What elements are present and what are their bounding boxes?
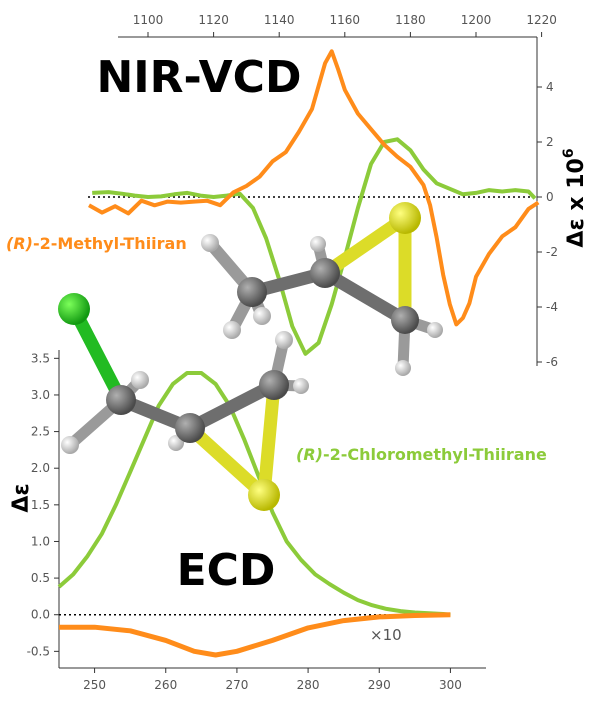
vcd-y-ticks: 4 2 0 -2 -4 -6 — [537, 80, 558, 369]
ecd-chart: 3.5 3.0 2.5 2.0 1.5 1.0 0.5 0.0 -0.5 250 260 270 28… — [9, 350, 486, 692]
bond — [318, 211, 412, 280]
bond — [318, 266, 412, 327]
hydrogen-atom — [395, 360, 411, 376]
hydrogen-atom — [131, 371, 149, 389]
vcd-y-tick-label: 2 — [546, 135, 554, 149]
ecd-y-axis-label: Δε — [9, 483, 34, 512]
vcd-x-tick-label: 1220 — [526, 13, 557, 27]
ecd-x-tick-label: 300 — [439, 678, 462, 692]
ecd-y-tick-label: 1.5 — [31, 498, 50, 512]
carbon-atom — [259, 370, 289, 400]
vcd-x-tick-label: 1140 — [264, 13, 295, 27]
ecd-y-tick-label: 2.5 — [31, 425, 50, 439]
hydrogen-atom — [275, 331, 293, 349]
vcd-y-tick-label: 4 — [546, 80, 554, 94]
vcd-x-tick-label: 1200 — [461, 13, 492, 27]
vcd-y-axis-label: Δε x 106 — [561, 148, 589, 247]
carbon-atom — [237, 277, 267, 307]
ecd-y-tick-label: -0.5 — [27, 644, 50, 658]
bond — [183, 421, 271, 502]
vcd-x-ticks: 1100 1120 1140 1160 1180 1200 1220 — [133, 13, 557, 37]
vcd-x-tick-label: 1100 — [133, 13, 164, 27]
vcd-y-tick-label: -4 — [546, 300, 558, 314]
ecd-y-tick-label: 3.5 — [31, 351, 50, 365]
ecd-y-tick-label: 3.0 — [31, 388, 50, 402]
ecd-y-tick-label: 1.0 — [31, 534, 50, 548]
ecd-series-methyl — [59, 612, 451, 658]
hydrogen-atom — [427, 322, 443, 338]
bond — [257, 378, 281, 502]
carbon-atom — [310, 258, 340, 288]
scale-factor-label: ×10 — [370, 626, 402, 644]
methyl-thiiran-molecule — [201, 202, 443, 376]
vcd-series-chloro — [92, 137, 537, 356]
vcd-x-tick-label: 1120 — [198, 13, 229, 27]
carbon-atom — [175, 413, 205, 443]
sulfur-atom — [389, 202, 421, 234]
bond — [183, 378, 281, 435]
vcd-x-tick-label: 1160 — [330, 13, 361, 27]
hydrogen-atom — [293, 378, 309, 394]
hydrogen-atom — [223, 321, 241, 339]
hydrogen-atom — [310, 236, 326, 252]
vcd-y-tick-label: -6 — [546, 355, 558, 369]
ecd-series-chloro — [57, 371, 451, 617]
ecd-x-tick-label: 250 — [83, 678, 106, 692]
ecd-x-ticks: 250 260 270 280 290 300 — [83, 668, 462, 692]
carbon-atom — [106, 385, 136, 415]
chloromethyl-thiirane-label: (R)-2-Chloromethyl-Thiirane — [296, 445, 547, 464]
ecd-y-ticks: 3.5 3.0 2.5 2.0 1.5 1.0 0.5 0.0 -0.5 — [27, 351, 59, 658]
vcd-y-tick-label: -2 — [546, 245, 558, 259]
sulfur-atom — [248, 479, 280, 511]
hydrogen-atom — [201, 234, 219, 252]
ecd-x-tick-label: 290 — [368, 678, 391, 692]
bond — [67, 302, 128, 407]
ecd-y-tick-label: 0.0 — [31, 608, 50, 622]
vcd-x-tick-label: 1180 — [395, 13, 426, 27]
hydrogen-atom — [253, 307, 271, 325]
chloromethyl-thiirane-molecule — [58, 293, 309, 511]
ecd-y-tick-label: 2.0 — [31, 461, 50, 475]
chlorine-atom — [58, 293, 90, 325]
ecd-x-tick-label: 280 — [297, 678, 320, 692]
hydrogen-atom — [61, 436, 79, 454]
ecd-x-tick-label: 260 — [154, 678, 177, 692]
vcd-y-tick-label: 0 — [546, 190, 554, 204]
nir-vcd-chart: 1100 1120 1140 1160 1180 1200 1220 4 2 0 -2 -4 -6 Δ… — [88, 13, 589, 369]
carbon-atom — [391, 306, 419, 334]
methyl-thiiran-label: (R)-2-Methyl-Thiiran — [6, 234, 187, 253]
vcd-series-methyl — [88, 49, 540, 327]
nir-vcd-title: NIR-VCD — [96, 52, 301, 103]
ecd-y-tick-label: 0.5 — [31, 571, 50, 585]
ecd-title: ECD — [177, 545, 276, 596]
ecd-x-tick-label: 270 — [225, 678, 248, 692]
